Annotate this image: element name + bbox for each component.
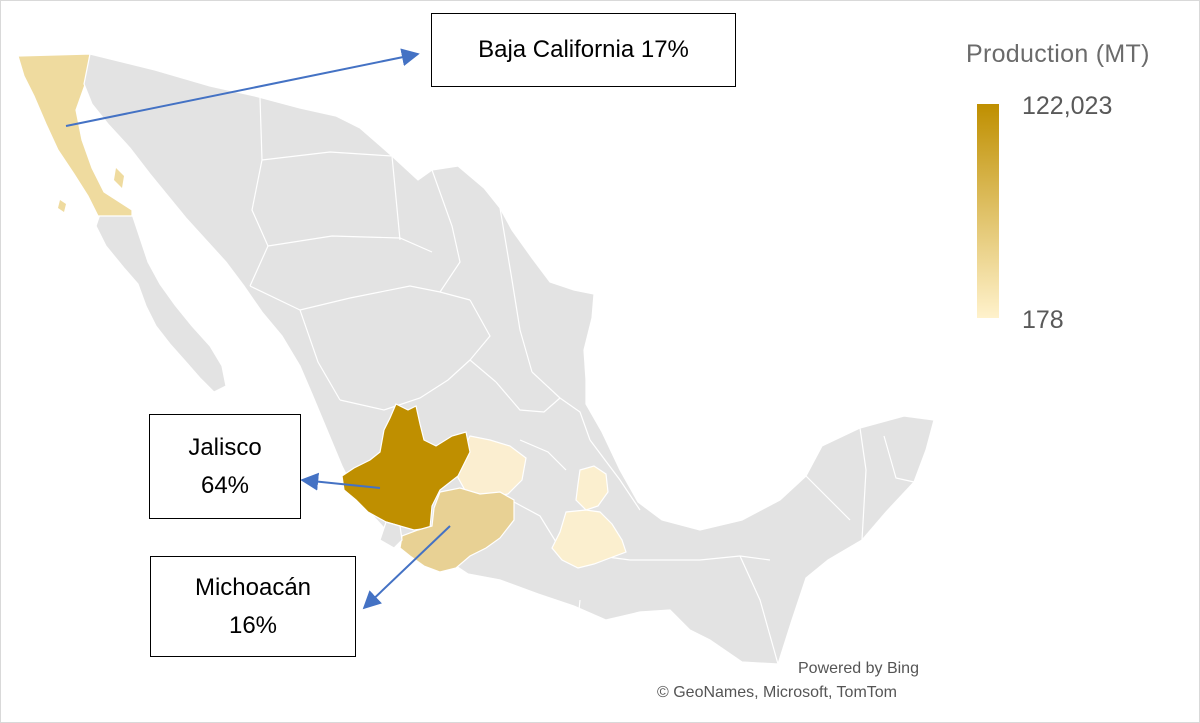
state-borders [249,97,915,665]
region-baja-island [58,200,66,212]
baja-california-arrow [65,48,420,127]
region-hidalgo[interactable] [575,465,609,511]
region-baja-california[interactable] [17,53,133,217]
michoacan-arrow [362,525,451,610]
legend-title: Production (MT) [966,40,1150,68]
region-mainland-mexico [83,53,935,665]
jalisco-callout-percent: 64% [200,471,250,499]
michoacan-callout: Michoacán 16% [150,556,356,657]
jalisco-callout-name: Jalisco [188,433,262,461]
legend-max-label: 122,023 [1022,92,1113,120]
region-michoacan[interactable] [399,487,515,573]
jalisco-callout: Jalisco 64% [149,414,301,519]
region-baja-island [114,168,124,188]
legend-gradient-bar [977,104,999,318]
jalisco-arrow [300,472,381,491]
map-copyright: © GeoNames, Microsoft, TomTom [657,684,897,701]
region-colima [379,521,403,549]
michoacan-callout-percent: 16% [228,611,278,639]
baja-california-callout: Baja California 17% [431,13,736,87]
region-baja-california-sur [95,213,227,393]
powered-by-bing: Powered by Bing [798,660,919,677]
region-puebla[interactable] [551,509,627,569]
legend-min-label: 178 [1022,306,1064,334]
michoacan-callout-name: Michoacán [194,573,312,601]
baja-california-callout-label: Baja California 17% [478,36,689,63]
